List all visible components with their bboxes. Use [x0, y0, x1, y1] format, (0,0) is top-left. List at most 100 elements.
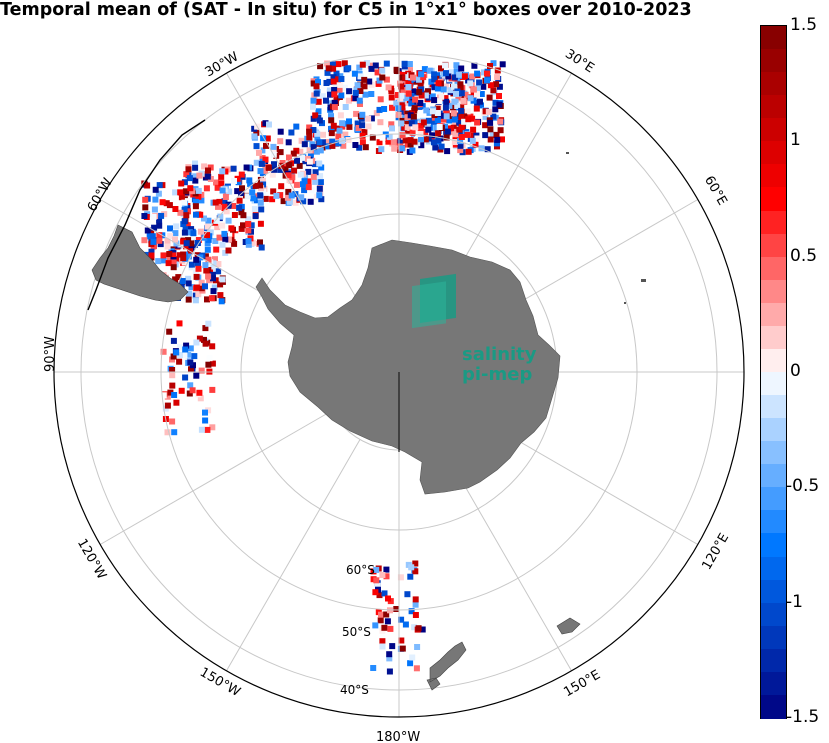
observation-box — [379, 74, 386, 81]
observation-box — [329, 138, 336, 145]
observation-box — [198, 279, 205, 286]
observation-box — [407, 573, 414, 580]
colorbar-step — [761, 694, 786, 720]
observation-box — [335, 76, 342, 83]
observation-box — [399, 645, 406, 652]
observation-box — [280, 198, 287, 205]
observation-box — [376, 592, 383, 599]
observation-box — [226, 188, 233, 195]
observation-box — [327, 91, 333, 98]
observation-box — [341, 84, 348, 91]
observation-box — [176, 252, 183, 259]
observation-box — [397, 574, 404, 581]
observation-box — [236, 197, 243, 204]
observation-box — [416, 76, 422, 83]
observation-box — [156, 217, 163, 223]
observation-box — [464, 108, 471, 115]
observation-box — [198, 285, 205, 292]
observation-box — [229, 236, 236, 243]
observation-box — [484, 70, 490, 77]
observation-box — [315, 79, 321, 86]
observation-box — [361, 129, 368, 135]
observation-box — [478, 91, 485, 97]
lon-label-120e: 120°E — [699, 531, 732, 573]
observation-box — [187, 382, 194, 389]
observation-box — [426, 109, 433, 116]
observation-box — [473, 105, 480, 112]
observation-box — [167, 389, 174, 396]
observation-box — [204, 296, 210, 303]
observation-box — [336, 86, 343, 93]
observation-box — [239, 185, 245, 192]
observation-box — [359, 132, 366, 139]
observation-box — [183, 342, 190, 349]
observation-box — [497, 118, 504, 125]
observation-box — [417, 100, 424, 106]
observation-box — [431, 97, 438, 104]
island-marker — [566, 152, 569, 154]
observation-box — [373, 577, 380, 584]
observation-box — [389, 125, 395, 132]
observation-box — [412, 601, 419, 608]
observation-box — [270, 143, 277, 150]
watermark-salinity: salinity — [462, 344, 537, 365]
observation-box — [289, 174, 296, 181]
observation-box — [469, 115, 476, 122]
observation-box — [172, 236, 178, 243]
colorbar-step — [761, 441, 786, 466]
observation-box — [457, 81, 464, 88]
observation-box — [452, 135, 459, 142]
observation-box — [446, 117, 453, 124]
observation-box — [494, 67, 501, 74]
observation-box — [249, 189, 256, 196]
observation-box — [379, 134, 386, 141]
observation-box — [202, 283, 208, 290]
observation-box — [307, 153, 314, 160]
observation-box — [324, 139, 331, 146]
colorbar-tick-label: 1.5 — [790, 15, 818, 35]
observation-box — [203, 267, 210, 274]
observation-box — [244, 193, 251, 200]
observation-box — [310, 115, 317, 122]
observation-box — [443, 134, 450, 141]
observation-box — [386, 655, 393, 662]
observation-box — [323, 97, 329, 104]
observation-box — [399, 132, 406, 139]
observation-box — [443, 70, 449, 77]
colorbar-step — [761, 118, 786, 143]
observation-box — [385, 595, 391, 602]
observation-box — [386, 134, 393, 141]
observation-box — [182, 188, 189, 195]
observation-box — [440, 86, 447, 93]
colorbar-step — [761, 302, 786, 328]
observation-box — [474, 91, 480, 98]
observation-box — [438, 65, 444, 72]
observation-box — [285, 139, 292, 146]
observation-box — [265, 164, 272, 171]
observation-box — [458, 124, 465, 131]
observation-box — [359, 139, 366, 146]
observation-box — [484, 146, 491, 153]
colorbar-step — [761, 625, 786, 651]
colorbar-step — [761, 648, 786, 674]
observation-box — [436, 124, 443, 130]
observation-box — [330, 74, 337, 81]
observation-box — [363, 60, 370, 66]
observation-box — [188, 366, 194, 373]
observation-box — [332, 82, 339, 89]
observation-box — [431, 71, 438, 78]
observation-box — [401, 60, 408, 67]
observation-box — [160, 257, 167, 264]
observation-box — [422, 136, 429, 143]
observation-box — [152, 186, 159, 193]
observation-box — [231, 178, 237, 184]
observation-box — [429, 93, 436, 100]
observation-box — [316, 117, 323, 124]
observation-box — [312, 112, 319, 119]
observation-box — [443, 98, 450, 105]
observation-box — [188, 226, 195, 233]
lat-label-40s: 40°S — [340, 683, 369, 697]
observation-box — [494, 136, 501, 143]
observation-box — [340, 142, 347, 149]
observation-box — [252, 182, 259, 189]
